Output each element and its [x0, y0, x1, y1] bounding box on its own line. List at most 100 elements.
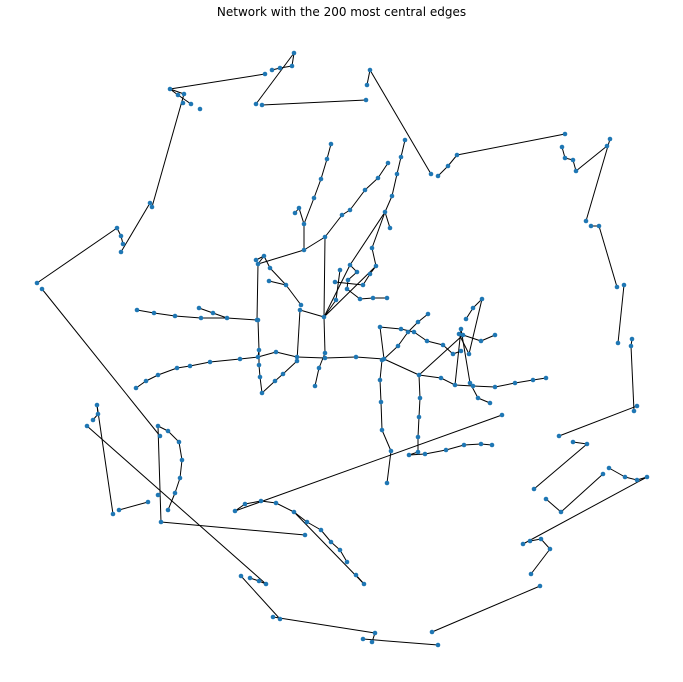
graph-edge: [313, 178, 322, 199]
graph-edge: [334, 281, 364, 286]
graph-edge: [384, 211, 391, 229]
graph-edge: [160, 521, 306, 536]
graph-edge: [240, 575, 281, 620]
graph-node: [596, 223, 602, 229]
graph-node: [165, 428, 171, 434]
graph-edge: [323, 299, 337, 318]
graph-node: [157, 433, 163, 439]
graph-node: [357, 296, 363, 302]
graph-edge: [314, 367, 320, 387]
graph-node: [261, 253, 267, 259]
graph-edge: [522, 476, 648, 545]
graph-node: [149, 204, 155, 210]
graph-node: [367, 67, 373, 73]
graph-edge: [174, 315, 202, 319]
graph-edge: [174, 477, 181, 494]
graph-node: [466, 351, 472, 357]
graph-node: [353, 572, 359, 578]
graph-edge: [257, 351, 277, 358]
graph-node: [256, 347, 262, 353]
graph-edge: [630, 345, 635, 412]
graph-edge: [391, 173, 398, 197]
graph-edge: [326, 143, 332, 160]
graph-node: [133, 385, 139, 391]
graph-edge: [426, 340, 444, 346]
graph-node: [470, 305, 476, 311]
graph-node: [210, 310, 216, 316]
graph-node: [375, 175, 381, 181]
graph-node: [187, 363, 193, 369]
graph-node: [604, 143, 610, 149]
graph-node: [512, 380, 518, 386]
graph-node: [174, 365, 180, 371]
graph-edge: [167, 492, 176, 511]
graph-node: [270, 614, 276, 620]
graph-node: [367, 271, 373, 277]
graph-node: [316, 365, 322, 371]
graph-edge: [256, 263, 259, 321]
graph-node: [600, 471, 606, 477]
graph-node: [489, 442, 495, 448]
graph-node: [147, 200, 153, 206]
graph-edge: [379, 326, 402, 330]
graph-node: [266, 278, 272, 284]
graph-node: [177, 475, 183, 481]
graph-edge: [572, 441, 588, 445]
graph-node: [369, 639, 375, 645]
graph-node: [296, 205, 302, 211]
graph-edge: [407, 321, 419, 333]
graph-node: [90, 417, 96, 423]
graph-node: [411, 329, 417, 335]
graph-node: [257, 374, 263, 380]
graph-edge: [41, 288, 161, 437]
graph-node: [269, 67, 275, 73]
graph-edge: [472, 385, 496, 388]
graph-node: [559, 144, 565, 150]
graph-node: [527, 538, 533, 544]
graph-edge: [355, 356, 385, 360]
graph-node: [294, 358, 300, 364]
graph-edge: [413, 331, 428, 342]
graph-node: [339, 212, 345, 218]
graph-edge: [136, 309, 155, 314]
graph-edge: [323, 236, 326, 318]
graph-node: [158, 519, 164, 525]
graph-node: [175, 92, 181, 98]
graph-node: [452, 382, 458, 388]
graph-node: [450, 351, 456, 357]
graph-node: [363, 97, 369, 103]
graph-node: [415, 449, 421, 455]
graph-edge: [177, 94, 192, 105]
graph-node: [151, 310, 157, 316]
graph-node: [273, 500, 279, 506]
graph-node: [443, 447, 449, 453]
graph-node: [492, 384, 498, 390]
graph-node: [247, 575, 253, 581]
graph-node: [377, 377, 383, 383]
graph-edge: [379, 379, 382, 403]
graph-node: [318, 527, 324, 533]
graph-node: [179, 457, 185, 463]
graph-node: [255, 261, 261, 267]
graph-node: [291, 509, 297, 515]
graph-node: [628, 343, 634, 349]
graph-node: [417, 395, 423, 401]
graph-node: [395, 343, 401, 349]
graph-node: [634, 403, 640, 409]
graph-edge: [303, 236, 326, 251]
graph-edge: [371, 211, 386, 249]
graph-node: [172, 490, 178, 496]
graph-edge: [169, 88, 185, 95]
graph-edge: [456, 133, 566, 156]
graph-edge: [324, 214, 343, 238]
graph-node: [118, 233, 124, 239]
graph-node: [387, 225, 393, 231]
graph-edge: [96, 404, 114, 515]
graph-edge: [86, 425, 267, 585]
graph-node: [198, 315, 204, 321]
graph-edge: [259, 376, 263, 394]
graph-node: [298, 302, 304, 308]
graph-node: [543, 496, 549, 502]
graph-node: [167, 86, 173, 92]
graph-node: [621, 282, 627, 288]
